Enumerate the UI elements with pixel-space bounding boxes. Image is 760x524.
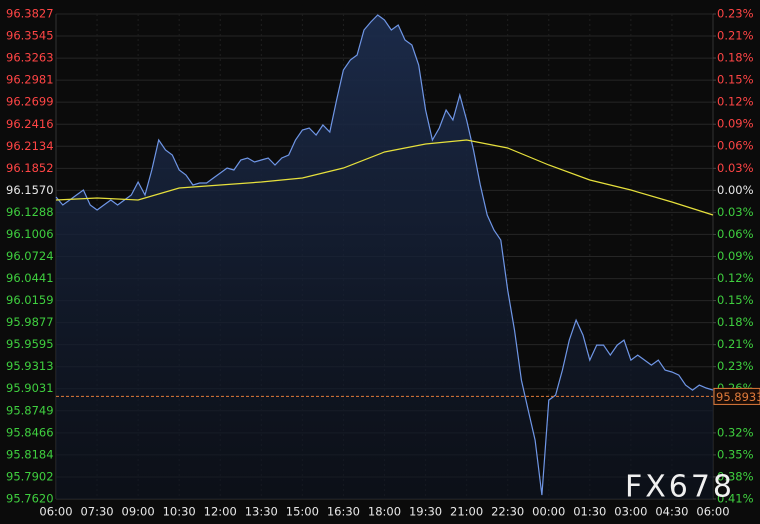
y-tick-label: 96.0159: [6, 293, 54, 307]
line: [55, 14, 714, 496]
y2-tick-label: 0.23%: [717, 359, 754, 373]
labels: 96.3827 96.3545 96.3263 96.2981 96.2699 96.24…: [6, 7, 760, 519]
y-tick-label: 95.9031: [6, 381, 54, 395]
y-tick-label: 96.1288: [6, 205, 54, 219]
y-tick-label: 95.8184: [6, 447, 54, 461]
y-tick-label: 95.7620: [6, 492, 54, 506]
x-tick-label: 07:30: [80, 505, 113, 519]
y2-tick-label: 0.09%: [717, 117, 754, 131]
x-tick-label: 21:00: [450, 505, 483, 519]
y2-tick-label: 0.21%: [717, 29, 754, 43]
y-tick-label: 96.3827: [6, 7, 54, 21]
x-tick-label: 04:30: [655, 505, 688, 519]
x-tick-label: 09:00: [122, 505, 155, 519]
y-tick-label: 96.2699: [6, 95, 54, 109]
y-tick-label: 95.9595: [6, 337, 54, 351]
y2-tick-label: 0.38%: [717, 469, 754, 483]
y-tick-label: 96.3263: [6, 51, 54, 65]
x-tick-label: 00:00: [532, 505, 565, 519]
y-tick-label: 96.1852: [6, 161, 54, 175]
y2-tick-label: 0.18%: [717, 51, 754, 65]
y2-tick-label: 0.12%: [717, 95, 754, 109]
y2-tick-label: 0.12%: [717, 271, 754, 285]
y2-tick-label: 0.15%: [717, 73, 754, 87]
y-tick-label: 96.2416: [6, 117, 54, 131]
y-tick-label: 96.2134: [6, 139, 54, 153]
y2-tick-label: 0.35%: [717, 447, 754, 461]
last-price-label: 95.8933: [716, 390, 760, 404]
y-tick-label: 95.8466: [6, 425, 54, 439]
area: [56, 15, 713, 499]
x-tick-label: 06:00: [39, 505, 72, 519]
y-tick-label: 95.9313: [6, 359, 54, 373]
y-tick-label: 95.9877: [6, 315, 54, 329]
y2-tick-label: 0.21%: [717, 337, 754, 351]
y2-tick-label: 0.06%: [717, 139, 754, 153]
y-tick-label: 96.1006: [6, 227, 54, 241]
y-tick-label: 95.8749: [6, 403, 54, 417]
y-tick-label: 96.0441: [6, 271, 54, 285]
y-tick-label: 96.3545: [6, 29, 54, 43]
x-tick-label: 18:00: [368, 505, 401, 519]
x-tick-label: 16:30: [327, 505, 360, 519]
x-tick-label: 06:00: [696, 505, 729, 519]
x-tick-label: 19:30: [409, 505, 442, 519]
x-tick-label: 10:30: [163, 505, 196, 519]
line: [55, 139, 714, 216]
y-tick-label: 96.1570: [6, 183, 54, 197]
y2-tick-label: 0.09%: [717, 249, 754, 263]
y2-tick-label: 0.23%: [717, 7, 754, 21]
y2-tick-label: 0.03%: [717, 161, 754, 175]
y2-tick-label: 0.41%: [717, 492, 754, 506]
last-price-box: [713, 387, 760, 405]
y2-tick-label: 0.06%: [717, 227, 754, 241]
y2-tick-label: 0.32%: [717, 425, 754, 439]
y-tick-label: 96.2981: [6, 73, 54, 87]
y2-tick-label: 0.15%: [717, 293, 754, 307]
x-tick-label: 15:00: [286, 505, 319, 519]
x-tick-label: 13:30: [245, 505, 278, 519]
x-tick-label: 03:00: [614, 505, 647, 519]
watermark: FX678: [625, 470, 735, 505]
x-tick-label: 12:00: [204, 505, 237, 519]
y-tick-label: 96.0724: [6, 249, 54, 263]
y2-tick-label: 0.18%: [717, 315, 754, 329]
x-tick-label: 01:30: [573, 505, 606, 519]
x-tick-label: 22:30: [491, 505, 524, 519]
y2-tick-label: 0.03%: [717, 205, 754, 219]
plot: [55, 14, 714, 499]
y2-tick-label: 0.00%: [717, 183, 754, 197]
y-tick-label: 95.7902: [6, 469, 54, 483]
